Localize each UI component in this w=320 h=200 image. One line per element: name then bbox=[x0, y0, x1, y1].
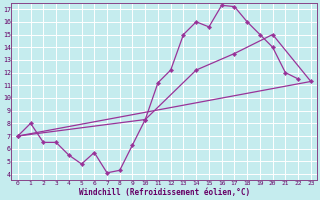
X-axis label: Windchill (Refroidissement éolien,°C): Windchill (Refroidissement éolien,°C) bbox=[79, 188, 250, 197]
